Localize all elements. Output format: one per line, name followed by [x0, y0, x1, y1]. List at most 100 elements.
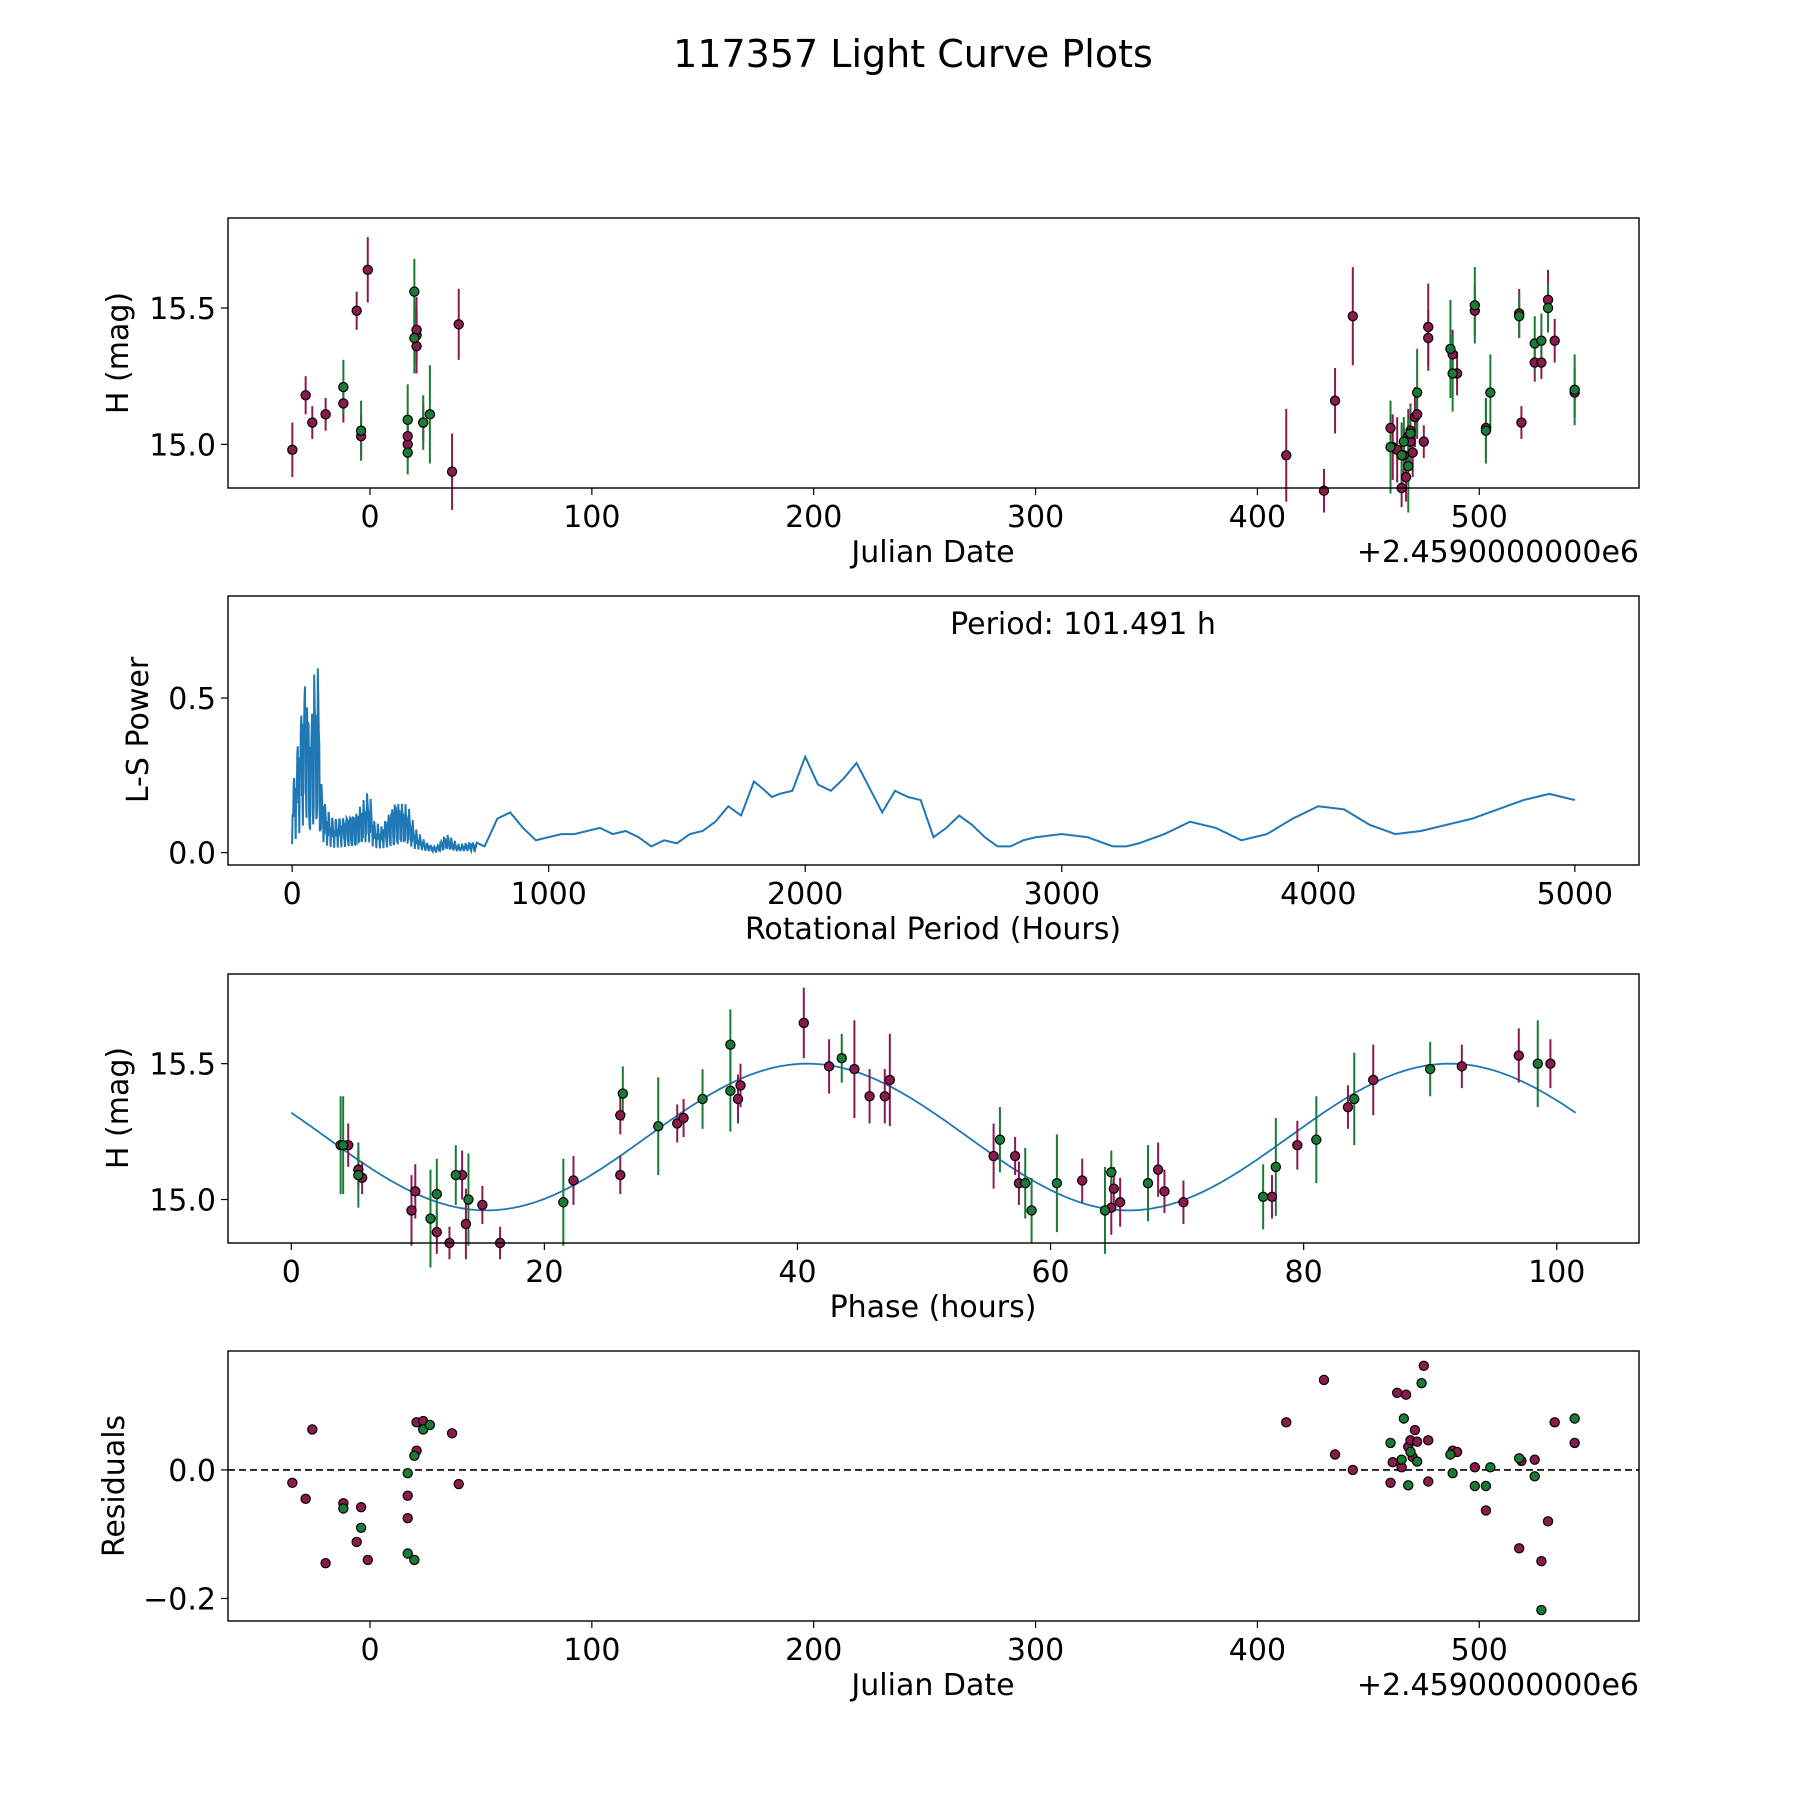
data-point — [355, 425, 367, 436]
periodogram-ytick-label: 0.5 — [168, 682, 216, 717]
data-point — [1424, 1063, 1436, 1075]
data-point — [725, 1039, 736, 1050]
data-point — [320, 1557, 331, 1569]
data-point — [406, 1205, 417, 1216]
data-point — [424, 409, 436, 420]
sine-fit-line — [290, 1062, 1577, 1212]
data-point — [477, 1199, 488, 1211]
data-point — [1423, 321, 1434, 333]
phase-folded-marks — [290, 987, 1577, 1268]
data-point — [1545, 1058, 1556, 1069]
data-point — [1513, 1453, 1525, 1464]
data-point — [463, 1194, 474, 1205]
data-point — [1152, 1164, 1164, 1175]
data-point — [409, 286, 420, 297]
residuals-xtick-label: 400 — [1229, 1633, 1286, 1668]
data-point — [1536, 357, 1547, 368]
data-point — [1076, 1175, 1088, 1186]
periodogram-xtick-label: 0 — [283, 877, 302, 912]
data-point — [1349, 1093, 1360, 1105]
periodogram-line — [291, 668, 1576, 855]
periodogram-panel: 0 1000 2000 3000 4000 5000 0.0 0.5 Period: 101.… — [121, 595, 1640, 947]
data-point — [1396, 450, 1407, 461]
data-point — [1385, 1477, 1396, 1488]
residuals-xtick-label: 500 — [1451, 1633, 1508, 1668]
data-point — [446, 1428, 458, 1439]
light-curve-ytick-label: 15.0 — [149, 428, 216, 463]
data-point — [735, 1080, 746, 1091]
data-point — [1536, 1556, 1547, 1567]
data-point — [1368, 1074, 1379, 1086]
data-point — [1418, 436, 1430, 447]
data-point — [1403, 1480, 1414, 1491]
data-point — [1329, 1449, 1341, 1460]
data-point — [1532, 1058, 1543, 1069]
data-point — [1020, 1178, 1031, 1189]
data-point — [1411, 387, 1423, 398]
data-point — [409, 332, 420, 344]
data-point — [1396, 1454, 1407, 1465]
phase-folded-xtick-label: 40 — [778, 1255, 816, 1290]
data-point — [988, 1150, 999, 1162]
data-point — [1456, 1061, 1468, 1072]
data-point — [287, 444, 298, 456]
data-point — [617, 1088, 629, 1099]
data-point — [1106, 1167, 1117, 1178]
periodogram-xtick-label: 2000 — [767, 877, 843, 912]
data-point — [1329, 395, 1341, 406]
data-point — [725, 1085, 736, 1097]
phase-folded-ytick-label: 15.0 — [149, 1184, 216, 1219]
data-point — [1513, 1050, 1524, 1061]
data-point — [1513, 1543, 1525, 1554]
data-point — [1529, 1454, 1540, 1465]
data-point — [453, 1478, 464, 1490]
data-point — [402, 447, 413, 458]
data-point — [1513, 310, 1525, 322]
data-point — [1411, 409, 1423, 420]
data-point — [1418, 1360, 1430, 1371]
data-point — [1387, 1457, 1398, 1468]
data-point — [446, 466, 458, 477]
data-point — [300, 1493, 311, 1505]
residuals-xlabel: Julian Date — [849, 1668, 1014, 1703]
data-point — [353, 1169, 364, 1181]
data-point — [1423, 1476, 1434, 1487]
data-point — [320, 409, 331, 420]
data-point — [351, 1536, 362, 1548]
residuals-panel: 0 100 200 300 400 500 −0.2 0.0 Julian Date Resi… — [97, 1350, 1640, 1703]
data-point — [1549, 335, 1560, 346]
light-curve-xtick-label: 100 — [563, 500, 620, 535]
data-point — [1542, 1516, 1554, 1527]
residuals-xtick-label: 200 — [785, 1633, 842, 1668]
data-point — [402, 1490, 413, 1501]
data-point — [1342, 1101, 1354, 1113]
data-point — [864, 1091, 875, 1102]
data-point — [287, 1477, 298, 1488]
data-point — [338, 398, 349, 409]
data-point — [615, 1169, 626, 1181]
data-point — [1318, 1374, 1330, 1386]
data-point — [1403, 460, 1414, 472]
light-curve-xtick-label: 0 — [360, 500, 379, 535]
data-point — [355, 1502, 367, 1513]
data-point — [849, 1063, 860, 1075]
light-curve-marks — [287, 237, 1580, 513]
data-point — [1405, 428, 1416, 439]
phase-folded-xlabel: Phase (hours) — [830, 1290, 1037, 1325]
data-point — [351, 305, 362, 316]
data-point — [431, 1188, 443, 1200]
data-point — [1114, 1197, 1126, 1208]
data-point — [337, 1139, 349, 1151]
data-point — [1281, 450, 1292, 461]
data-point — [1480, 1480, 1492, 1492]
data-point — [1281, 1417, 1292, 1428]
phase-folded-axes-frame — [227, 973, 1640, 1244]
data-point — [355, 1522, 367, 1533]
figure-title: 117357 Light Curve Plots — [673, 32, 1153, 76]
phase-folded-ytick-label: 15.5 — [149, 1048, 216, 1083]
data-point — [1398, 1413, 1410, 1424]
data-point — [450, 1169, 461, 1181]
data-point — [453, 319, 464, 330]
data-point — [409, 1554, 420, 1566]
